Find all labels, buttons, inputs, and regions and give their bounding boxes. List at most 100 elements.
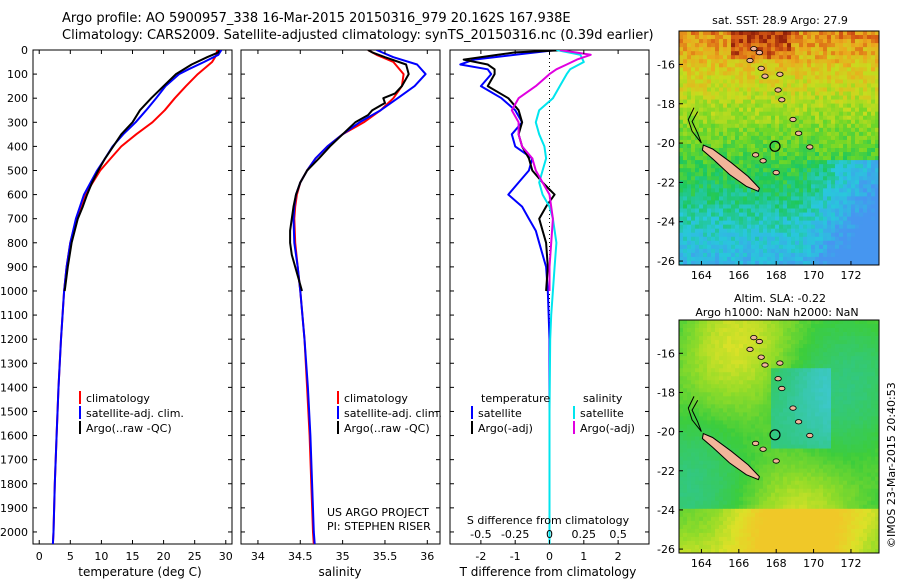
map-cell: [855, 344, 860, 349]
map-cell: [683, 79, 688, 84]
map-cell: [715, 59, 720, 64]
map-cell: [835, 95, 840, 100]
map-cell: [719, 103, 724, 109]
map-cell: [727, 192, 732, 197]
map-cell: [715, 79, 720, 84]
map-cell: [699, 460, 704, 466]
map-cell: [747, 364, 752, 369]
map-cell: [875, 440, 880, 445]
map-cell: [771, 344, 776, 349]
map-cell: [787, 380, 792, 385]
depth-tick-label: 1400: [0, 381, 28, 394]
map-cell: [851, 127, 856, 133]
map-cell: [767, 376, 772, 381]
map-cell: [839, 256, 844, 262]
map-cell: [863, 160, 868, 165]
map-cell: [771, 111, 776, 117]
map-cell: [791, 71, 796, 76]
map-cell: [787, 408, 792, 413]
map-cell: [707, 87, 712, 92]
map-cell: [811, 372, 816, 377]
map-cell: [747, 412, 752, 417]
map-cell: [795, 111, 800, 117]
map-cell: [859, 172, 864, 177]
map-cell: [843, 67, 848, 72]
map-cell: [791, 220, 796, 226]
map-cell: [803, 156, 808, 161]
map-cell: [871, 119, 876, 125]
map-cell: [691, 176, 696, 181]
map-cell: [867, 224, 872, 230]
map-cell: [767, 143, 772, 149]
map-cell: [739, 212, 744, 217]
map-cell: [803, 420, 808, 425]
map-cell: [763, 172, 768, 177]
map-cell: [743, 328, 748, 333]
map-cell: [731, 376, 736, 381]
map-cell: [763, 139, 768, 145]
map-cell: [871, 352, 876, 357]
map-cell: [767, 224, 772, 230]
map-cell: [739, 31, 744, 36]
map-cell: [695, 95, 700, 100]
map-cell: [863, 344, 868, 349]
map-cell: [759, 172, 764, 177]
map-cell: [827, 352, 832, 357]
map-cell: [695, 376, 700, 381]
map-cell: [747, 440, 752, 445]
map-cell: [871, 51, 876, 56]
map-cell: [835, 99, 840, 105]
map-cell: [795, 348, 800, 353]
map-cell: [719, 352, 724, 357]
map-cell: [803, 107, 808, 113]
map-cell: [703, 380, 708, 385]
map-cell: [739, 51, 744, 56]
map-cell: [727, 444, 732, 449]
map-cell: [739, 152, 744, 157]
map-cell: [803, 380, 808, 385]
map-cell: [775, 216, 780, 222]
map-cell: [711, 168, 716, 173]
map-cell: [767, 107, 772, 113]
map-cell: [843, 51, 848, 56]
map-cell: [747, 99, 752, 105]
map-cell: [747, 31, 752, 36]
map-cell: [687, 184, 692, 189]
map-cell: [791, 360, 796, 365]
map-cell: [847, 396, 852, 401]
map-cell: [815, 152, 820, 157]
map-cell: [855, 176, 860, 181]
map-cell: [815, 332, 820, 337]
map-cell: [799, 103, 804, 109]
map-cell: [875, 444, 880, 449]
map-cell: [867, 248, 872, 254]
map-cell: [767, 172, 772, 177]
map-cell: [747, 143, 752, 149]
map-cell: [835, 416, 840, 421]
map-cell: [799, 47, 804, 52]
map-cell: [711, 208, 716, 213]
map-cell: [699, 164, 704, 169]
map-cell: [751, 135, 756, 141]
map-cell: [799, 396, 804, 401]
map-cell: [847, 228, 852, 234]
map-cell: [707, 336, 712, 341]
map-cell: [831, 460, 836, 466]
map-cell: [855, 192, 860, 197]
map-cell: [751, 67, 756, 72]
map-cell: [751, 320, 756, 325]
map-cell: [747, 252, 752, 258]
map-cell: [759, 364, 764, 369]
map-cell: [735, 416, 740, 421]
map-cell: [863, 424, 868, 429]
map-cell: [727, 111, 732, 117]
map-cell: [871, 143, 876, 149]
map-cell: [827, 131, 832, 137]
map-cell: [803, 103, 808, 109]
map-cell: [695, 119, 700, 125]
map-cell: [699, 248, 704, 254]
map-cell: [703, 95, 708, 100]
map-cell: [851, 220, 856, 226]
map-cell: [719, 392, 724, 397]
map-cell: [875, 43, 880, 48]
